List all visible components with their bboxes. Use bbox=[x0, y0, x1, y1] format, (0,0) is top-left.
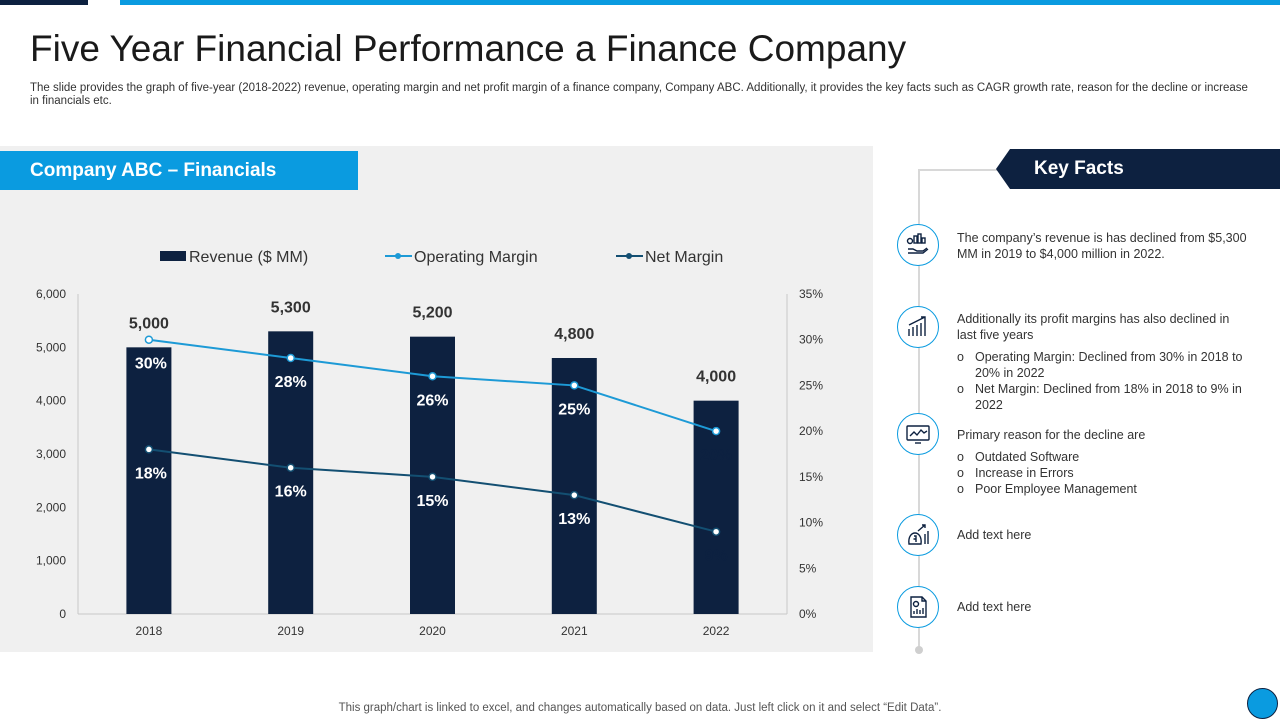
bullet-operating-margin: Operating Margin: Declined from 30% in 2… bbox=[957, 349, 1252, 381]
y-right-tick-label: 30% bbox=[799, 333, 823, 347]
key-facts-title: Key Facts bbox=[1034, 158, 1124, 179]
panel-title: Company ABC – Financials bbox=[0, 151, 358, 190]
top-accent-blue bbox=[120, 0, 1280, 5]
key-fact-2: Additionally its profit margins has also… bbox=[957, 311, 1252, 413]
profit-chart-icon bbox=[897, 306, 939, 348]
net-margin-label: 18% bbox=[135, 465, 167, 482]
revenue-bar bbox=[126, 347, 172, 614]
y-right-tick-label: 35% bbox=[799, 287, 823, 301]
key-fact-1-text: The company’s revenue is has declined fr… bbox=[957, 231, 1247, 261]
net-margin-point bbox=[144, 445, 154, 454]
key-facts-connector bbox=[918, 169, 1000, 171]
y-left-tick-label: 0 bbox=[59, 607, 66, 621]
key-fact-2-text: Additionally its profit margins has also… bbox=[957, 312, 1230, 342]
net-margin-point bbox=[428, 472, 437, 482]
y-left-tick-label: 2,000 bbox=[36, 500, 66, 514]
net-margin-label: 15% bbox=[416, 493, 448, 510]
legend-operating-margin-marker bbox=[395, 253, 401, 259]
key-fact-3-text: Primary reason for the decline are bbox=[957, 428, 1146, 442]
y-left-tick-label: 5,000 bbox=[36, 340, 66, 354]
net-margin-label: 13% bbox=[558, 511, 590, 528]
operating-margin-point bbox=[144, 335, 154, 344]
x-tick-label: 2018 bbox=[136, 624, 163, 638]
operating-margin-label: 28% bbox=[275, 374, 307, 391]
key-fact-5: Add text here bbox=[957, 599, 1252, 615]
x-tick-label: 2019 bbox=[277, 624, 304, 638]
net-margin-label: 16% bbox=[275, 484, 307, 501]
footer-note: This graph/chart is linked to excel, and… bbox=[338, 702, 942, 714]
revenue-bar bbox=[551, 358, 597, 614]
y-right-tick-label: 20% bbox=[799, 424, 823, 438]
bullet-poor-management: Poor Employee Management bbox=[957, 481, 1252, 497]
revenue-data-label: 4,000 bbox=[696, 369, 736, 386]
report-document-icon bbox=[897, 586, 939, 628]
revenue-data-label: 4,800 bbox=[554, 326, 594, 343]
y-left-tick-label: 1,000 bbox=[36, 554, 66, 568]
x-tick-label: 2020 bbox=[419, 624, 446, 638]
operating-margin-point bbox=[286, 353, 295, 363]
legend-net-margin-label: Net Margin bbox=[645, 249, 723, 266]
key-fact-2-bullets: Operating Margin: Declined from 30% in 2… bbox=[957, 349, 1252, 413]
key-fact-3-bullets: Outdated Software Increase in Errors Poo… bbox=[957, 449, 1252, 497]
top-accent-dark bbox=[0, 0, 88, 5]
key-facts-timeline bbox=[918, 170, 920, 650]
operating-margin-point bbox=[711, 426, 721, 436]
operating-margin-point bbox=[570, 381, 579, 390]
operating-margin-label: 25% bbox=[558, 401, 590, 418]
legend-net-margin-marker bbox=[626, 253, 632, 259]
bullet-outdated-software: Outdated Software bbox=[957, 449, 1252, 465]
x-tick-label: 2022 bbox=[703, 624, 730, 638]
key-fact-4: Add text here bbox=[957, 527, 1252, 543]
y-left-tick-label: 3,000 bbox=[36, 447, 66, 461]
y-right-tick-label: 0% bbox=[799, 607, 817, 621]
x-tick-label: 2021 bbox=[561, 624, 588, 638]
y-left-tick-label: 4,000 bbox=[36, 394, 66, 408]
revenue-data-label: 5,200 bbox=[412, 305, 452, 322]
revenue-hand-icon bbox=[897, 224, 939, 266]
y-right-tick-label: 25% bbox=[799, 378, 823, 392]
y-right-tick-label: 10% bbox=[799, 516, 823, 530]
y-left-tick-label: 6,000 bbox=[36, 287, 66, 301]
monitor-chart-icon bbox=[897, 413, 939, 455]
y-right-tick-label: 5% bbox=[799, 561, 817, 575]
revenue-bar bbox=[268, 331, 314, 614]
key-fact-4-text: Add text here bbox=[957, 528, 1032, 542]
financials-chart[interactable]: 0 1,000 2,000 3,000 4,000 5,000 6,000 0% 5% 10% 15… bbox=[0, 146, 873, 652]
operating-margin-label: 26% bbox=[416, 392, 448, 409]
key-fact-3: Primary reason for the decline are Outda… bbox=[957, 427, 1252, 497]
revenue-data-label: 5,300 bbox=[271, 299, 311, 316]
corner-badge bbox=[1247, 688, 1278, 719]
revenue-data-label: 5,000 bbox=[129, 315, 169, 332]
net-margin-point bbox=[570, 490, 579, 500]
timeline-end-dot bbox=[915, 646, 923, 654]
operating-margin-label: 20% bbox=[700, 447, 732, 464]
revenue-bar bbox=[693, 400, 739, 614]
operating-margin-point bbox=[428, 372, 437, 381]
bullet-net-margin: Net Margin: Declined from 18% in 2018 to… bbox=[957, 381, 1252, 413]
page-title: Five Year Financial Performance a Financ… bbox=[30, 28, 907, 69]
legend-operating-margin-label: Operating Margin bbox=[414, 249, 538, 266]
key-fact-5-text: Add text here bbox=[957, 600, 1032, 614]
legend-revenue-swatch bbox=[160, 251, 186, 261]
net-margin-point bbox=[286, 463, 295, 472]
key-facts-banner bbox=[996, 149, 1280, 189]
y-right-tick-label: 15% bbox=[799, 470, 823, 484]
page-subtitle: The slide provides the graph of five-yea… bbox=[30, 82, 1248, 107]
net-margin-label: 9% bbox=[705, 548, 728, 565]
legend-revenue-label: Revenue ($ MM) bbox=[189, 249, 308, 266]
money-growth-icon bbox=[897, 514, 939, 556]
bullet-increase-errors: Increase in Errors bbox=[957, 465, 1252, 481]
key-fact-1: The company’s revenue is has declined fr… bbox=[957, 230, 1252, 262]
net-margin-point bbox=[711, 527, 721, 536]
operating-margin-label: 30% bbox=[135, 356, 167, 373]
